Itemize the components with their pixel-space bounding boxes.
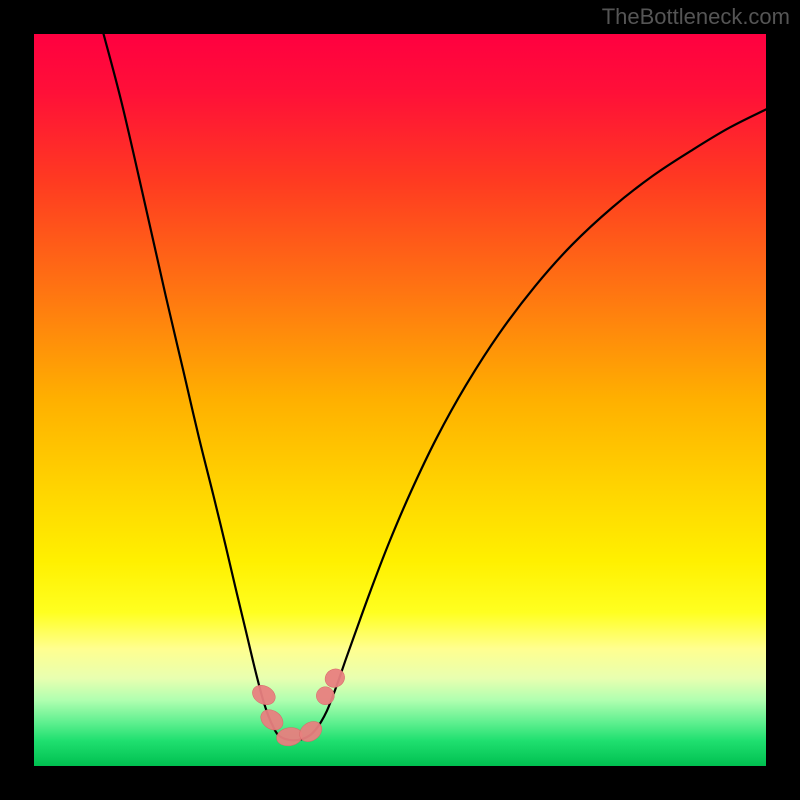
chart-svg: [0, 0, 800, 800]
chart-background: [34, 34, 766, 766]
curve-marker: [316, 687, 334, 705]
chart-root: TheBottleneck.com: [0, 0, 800, 800]
